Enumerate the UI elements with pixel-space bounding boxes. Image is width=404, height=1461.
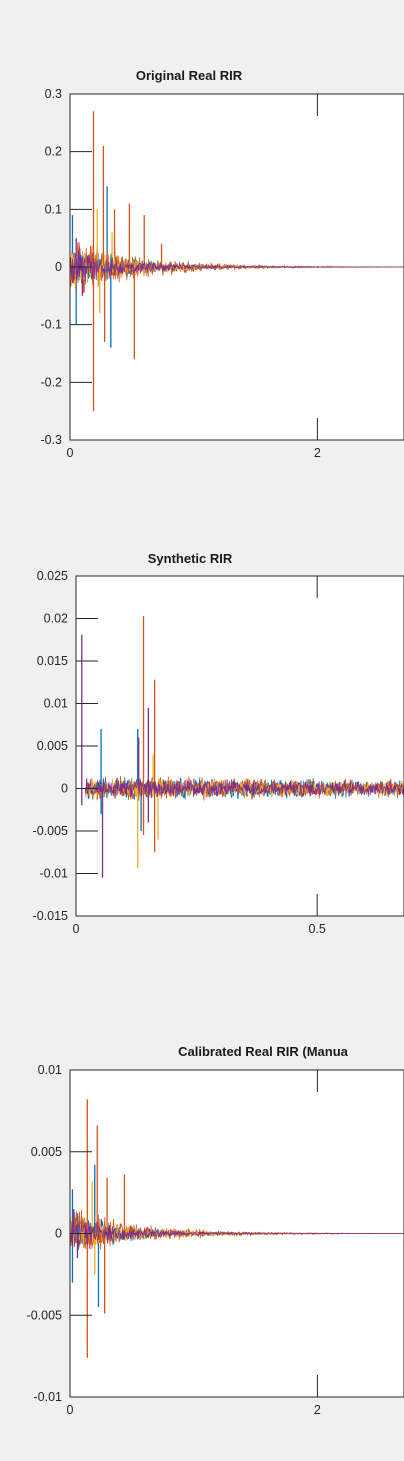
y-tick-label: -0.005 — [27, 1308, 62, 1322]
y-tick-label: -0.1 — [40, 318, 62, 332]
subplot-1-title: Original Real RIR — [136, 68, 243, 83]
series-4-trace — [76, 778, 404, 798]
y-tick-label: 0 — [55, 260, 62, 274]
data-lines — [76, 615, 404, 878]
y-tick-label: 0 — [55, 1227, 62, 1241]
data-lines — [70, 1099, 404, 1358]
y-tick-label: -0.01 — [40, 867, 69, 881]
y-tick-label: 0.3 — [45, 87, 62, 101]
y-tick-label: -0.015 — [33, 909, 68, 923]
y-tick-label: -0.2 — [40, 375, 62, 389]
y-tick-label: -0.005 — [33, 824, 68, 838]
x-tick-label: 2 — [314, 446, 321, 460]
y-tick-label: 0.005 — [31, 1145, 62, 1159]
series-4-trace — [70, 1221, 404, 1247]
subplot-calibrated-real-rir: Calibrated Real RIR (Manua -0.01 -0.005 0 0… — [27, 1044, 404, 1417]
y-tick-label: 0.005 — [37, 739, 68, 753]
y-tick-label: -0.01 — [34, 1390, 63, 1404]
y-tick-label: 0.02 — [44, 612, 68, 626]
x-tick-label: 2 — [314, 1403, 321, 1417]
y-tick-label: 0.015 — [37, 654, 68, 668]
x-tick-label: 0 — [73, 922, 80, 936]
plot-area — [76, 576, 404, 916]
x-tick-label: 0 — [67, 446, 74, 460]
y-tick-label: 0.025 — [37, 569, 68, 583]
x-tick-label: 0 — [67, 1403, 74, 1417]
series-4-trace — [70, 249, 404, 284]
y-tick-label: 0.1 — [45, 202, 62, 216]
subplot-2-title: Synthetic RIR — [148, 551, 233, 566]
subplot-synthetic-rir: Synthetic RIR -0.015 -0.01 -0.005 0 0.005 0.0… — [33, 551, 404, 936]
y-tick-label: 0 — [61, 782, 68, 796]
data-lines — [70, 111, 404, 412]
y-tick-label: 0.2 — [45, 145, 62, 159]
y-tick-label: -0.3 — [40, 433, 62, 447]
y-tick-label: 0.01 — [44, 697, 68, 711]
subplot-original-real-rir: Original Real RIR -0.3 -0.2 -0.1 0 0.1 0.2 0.3… — [40, 68, 404, 460]
subplot-3-title: Calibrated Real RIR (Manua — [178, 1044, 349, 1059]
x-tick-label: 0.5 — [308, 922, 325, 936]
y-tick-label: 0.01 — [38, 1063, 62, 1077]
